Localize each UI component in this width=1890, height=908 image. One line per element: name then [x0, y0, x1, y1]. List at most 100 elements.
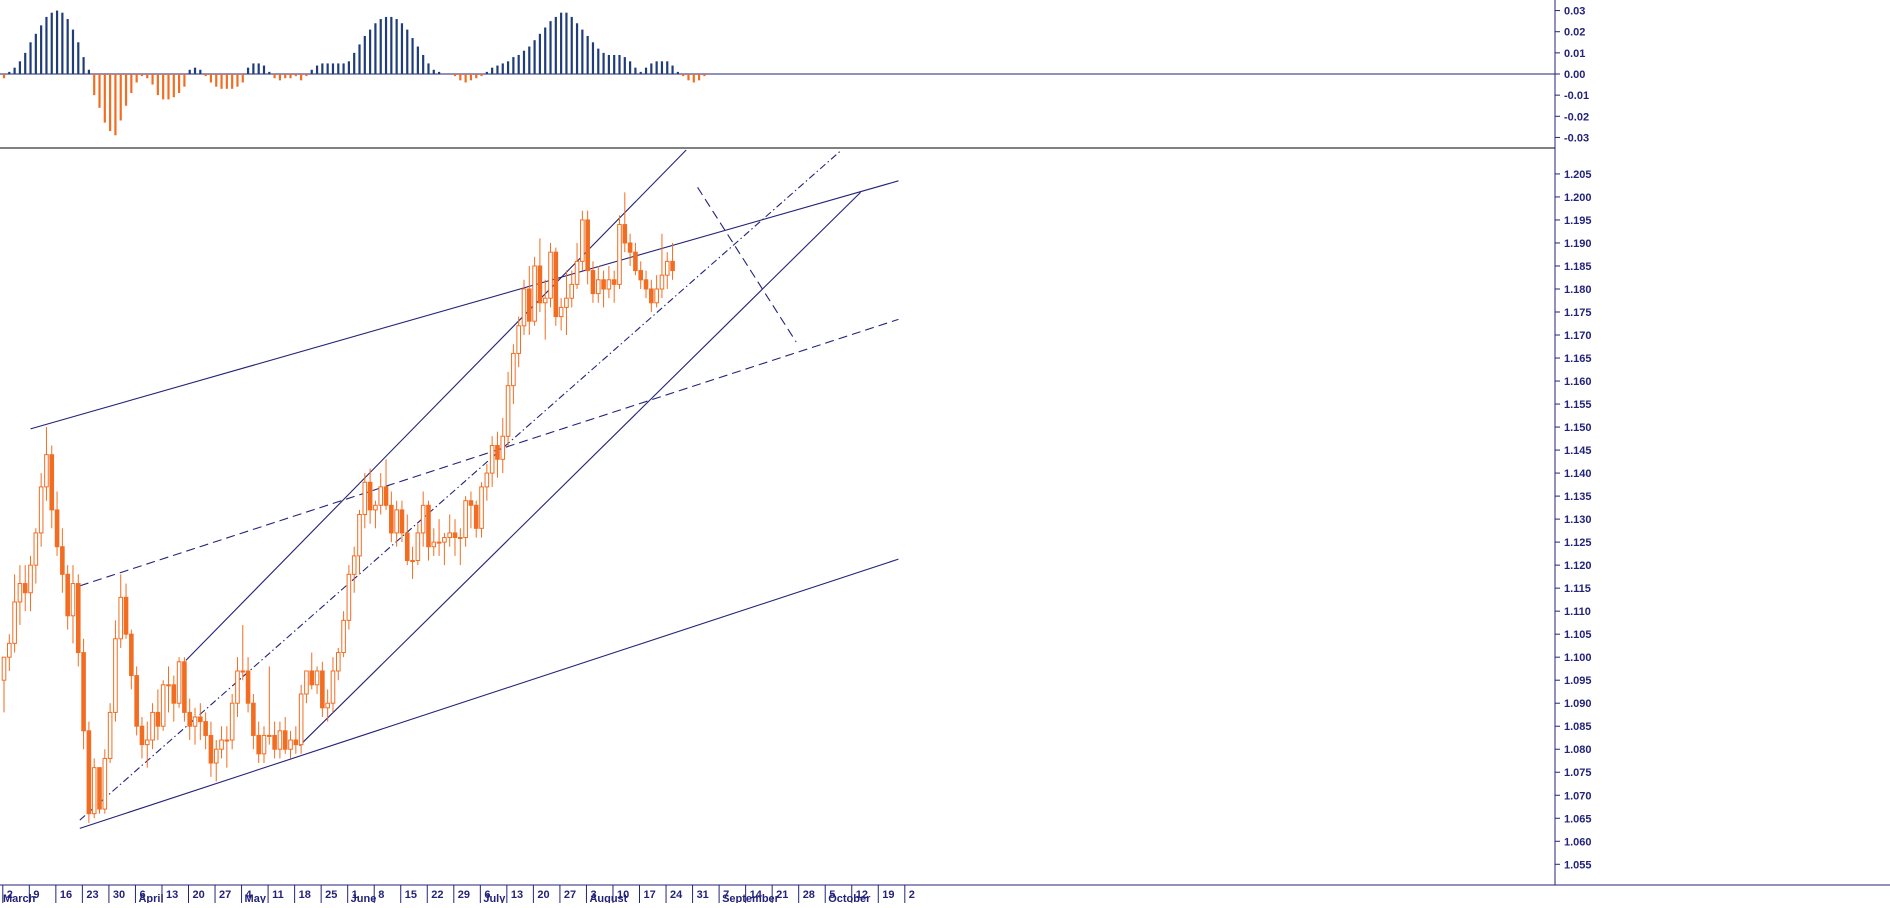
price-y-tick-label: 1.185: [1564, 261, 1592, 273]
x-tick-label: 25: [325, 889, 337, 901]
candle-up: [373, 504, 378, 511]
price-y-tick-label: 1.120: [1564, 560, 1592, 572]
month-label: September: [722, 893, 780, 903]
candle-down: [404, 532, 410, 562]
candle-up: [1, 656, 7, 681]
candle-down: [389, 504, 394, 534]
candle-down: [495, 444, 500, 460]
candle-up: [346, 573, 352, 621]
candle-up: [314, 670, 320, 686]
price-y-tick-label: 1.105: [1564, 629, 1592, 641]
candle-up: [548, 251, 553, 299]
x-tick-label: 9: [33, 889, 39, 901]
price-y-tick-label: 1.170: [1564, 330, 1592, 342]
price-y-tick-label: 1.075: [1564, 767, 1592, 779]
x-tick-label: 8: [378, 889, 384, 901]
candle-down: [49, 454, 55, 511]
candle-down: [60, 546, 65, 575]
x-tick-label: 6: [484, 889, 490, 901]
x-tick-label: 3: [590, 889, 596, 901]
candle-down: [309, 670, 315, 686]
price-y-tick-label: 1.190: [1564, 238, 1592, 250]
candle-down: [585, 219, 590, 272]
candle-up: [664, 260, 670, 276]
candle-down: [383, 486, 389, 506]
candle-up: [569, 283, 575, 299]
candle-up: [166, 684, 171, 687]
candle-down: [611, 279, 617, 285]
candle-down: [643, 279, 649, 290]
month-label: March: [3, 893, 36, 903]
candle-up: [357, 514, 362, 557]
price-y-tick-label: 1.145: [1564, 445, 1592, 457]
price-y-tick-label: 1.150: [1564, 422, 1592, 434]
candle-up: [362, 481, 368, 516]
candle-down: [670, 260, 675, 272]
candle-up: [102, 757, 108, 810]
candle-down: [203, 721, 208, 736]
candle-down: [187, 711, 193, 727]
candle-down: [526, 288, 532, 322]
candle-down: [473, 504, 479, 529]
candle-up: [224, 739, 230, 742]
candle-down: [256, 734, 261, 755]
candle-down: [86, 730, 92, 815]
month-label: July: [483, 893, 506, 903]
candle-up: [70, 583, 76, 617]
candle-up: [511, 352, 516, 387]
candle-down: [627, 242, 633, 253]
trendline-solid: [185, 149, 687, 661]
candle-up: [113, 638, 118, 713]
candle-up: [33, 532, 39, 566]
candle-up: [659, 274, 665, 290]
candle-up: [521, 288, 527, 327]
candle-up: [341, 619, 346, 654]
candle-down: [553, 251, 559, 318]
candle-up: [580, 219, 585, 262]
candle-down: [601, 279, 606, 290]
candle-down: [123, 596, 129, 635]
price-y-tick-label: 1.115: [1564, 583, 1591, 595]
candle-down: [129, 633, 134, 677]
candle-down: [367, 481, 373, 511]
price-y-tick-label: 1.085: [1564, 721, 1592, 733]
candle-down: [81, 652, 86, 732]
candle-up: [298, 693, 304, 746]
candle-up: [28, 564, 33, 594]
candle-up: [394, 509, 399, 534]
trendline-solid: [299, 191, 861, 746]
x-tick-label: 29: [458, 889, 470, 901]
candle-up: [7, 642, 12, 658]
trendline-dashed: [697, 186, 797, 343]
candle-up: [17, 583, 23, 603]
price-y-tick-label: 1.200: [1564, 192, 1592, 204]
candle-down: [537, 265, 543, 304]
candle-up: [160, 684, 166, 727]
trendline-solid: [30, 180, 899, 430]
candle-up: [420, 504, 426, 534]
candle-up: [542, 297, 548, 304]
x-tick-label: 16: [60, 889, 72, 901]
oscillator-bars: [2, 10, 706, 136]
candle-down: [468, 500, 474, 506]
candle-down: [171, 684, 177, 704]
candle-down: [97, 767, 102, 810]
x-tick-label: 13: [166, 889, 178, 901]
candle-up: [12, 601, 17, 644]
candle-down: [75, 583, 81, 654]
price-y-tick-label: 1.205: [1564, 169, 1592, 181]
candle-up: [442, 537, 447, 543]
oscillator-y-tick-label: 0.02: [1564, 27, 1585, 39]
price-y-tick-label: 1.070: [1564, 790, 1592, 802]
price-y-tick-label: 1.155: [1564, 399, 1592, 411]
candle-up: [267, 734, 272, 737]
price-y-tick-label: 1.065: [1564, 813, 1592, 825]
candle-up: [436, 541, 442, 544]
candle-up: [516, 325, 521, 354]
candle-up: [564, 297, 569, 308]
candle-down: [399, 509, 405, 534]
x-tick-label: 7: [723, 889, 729, 901]
